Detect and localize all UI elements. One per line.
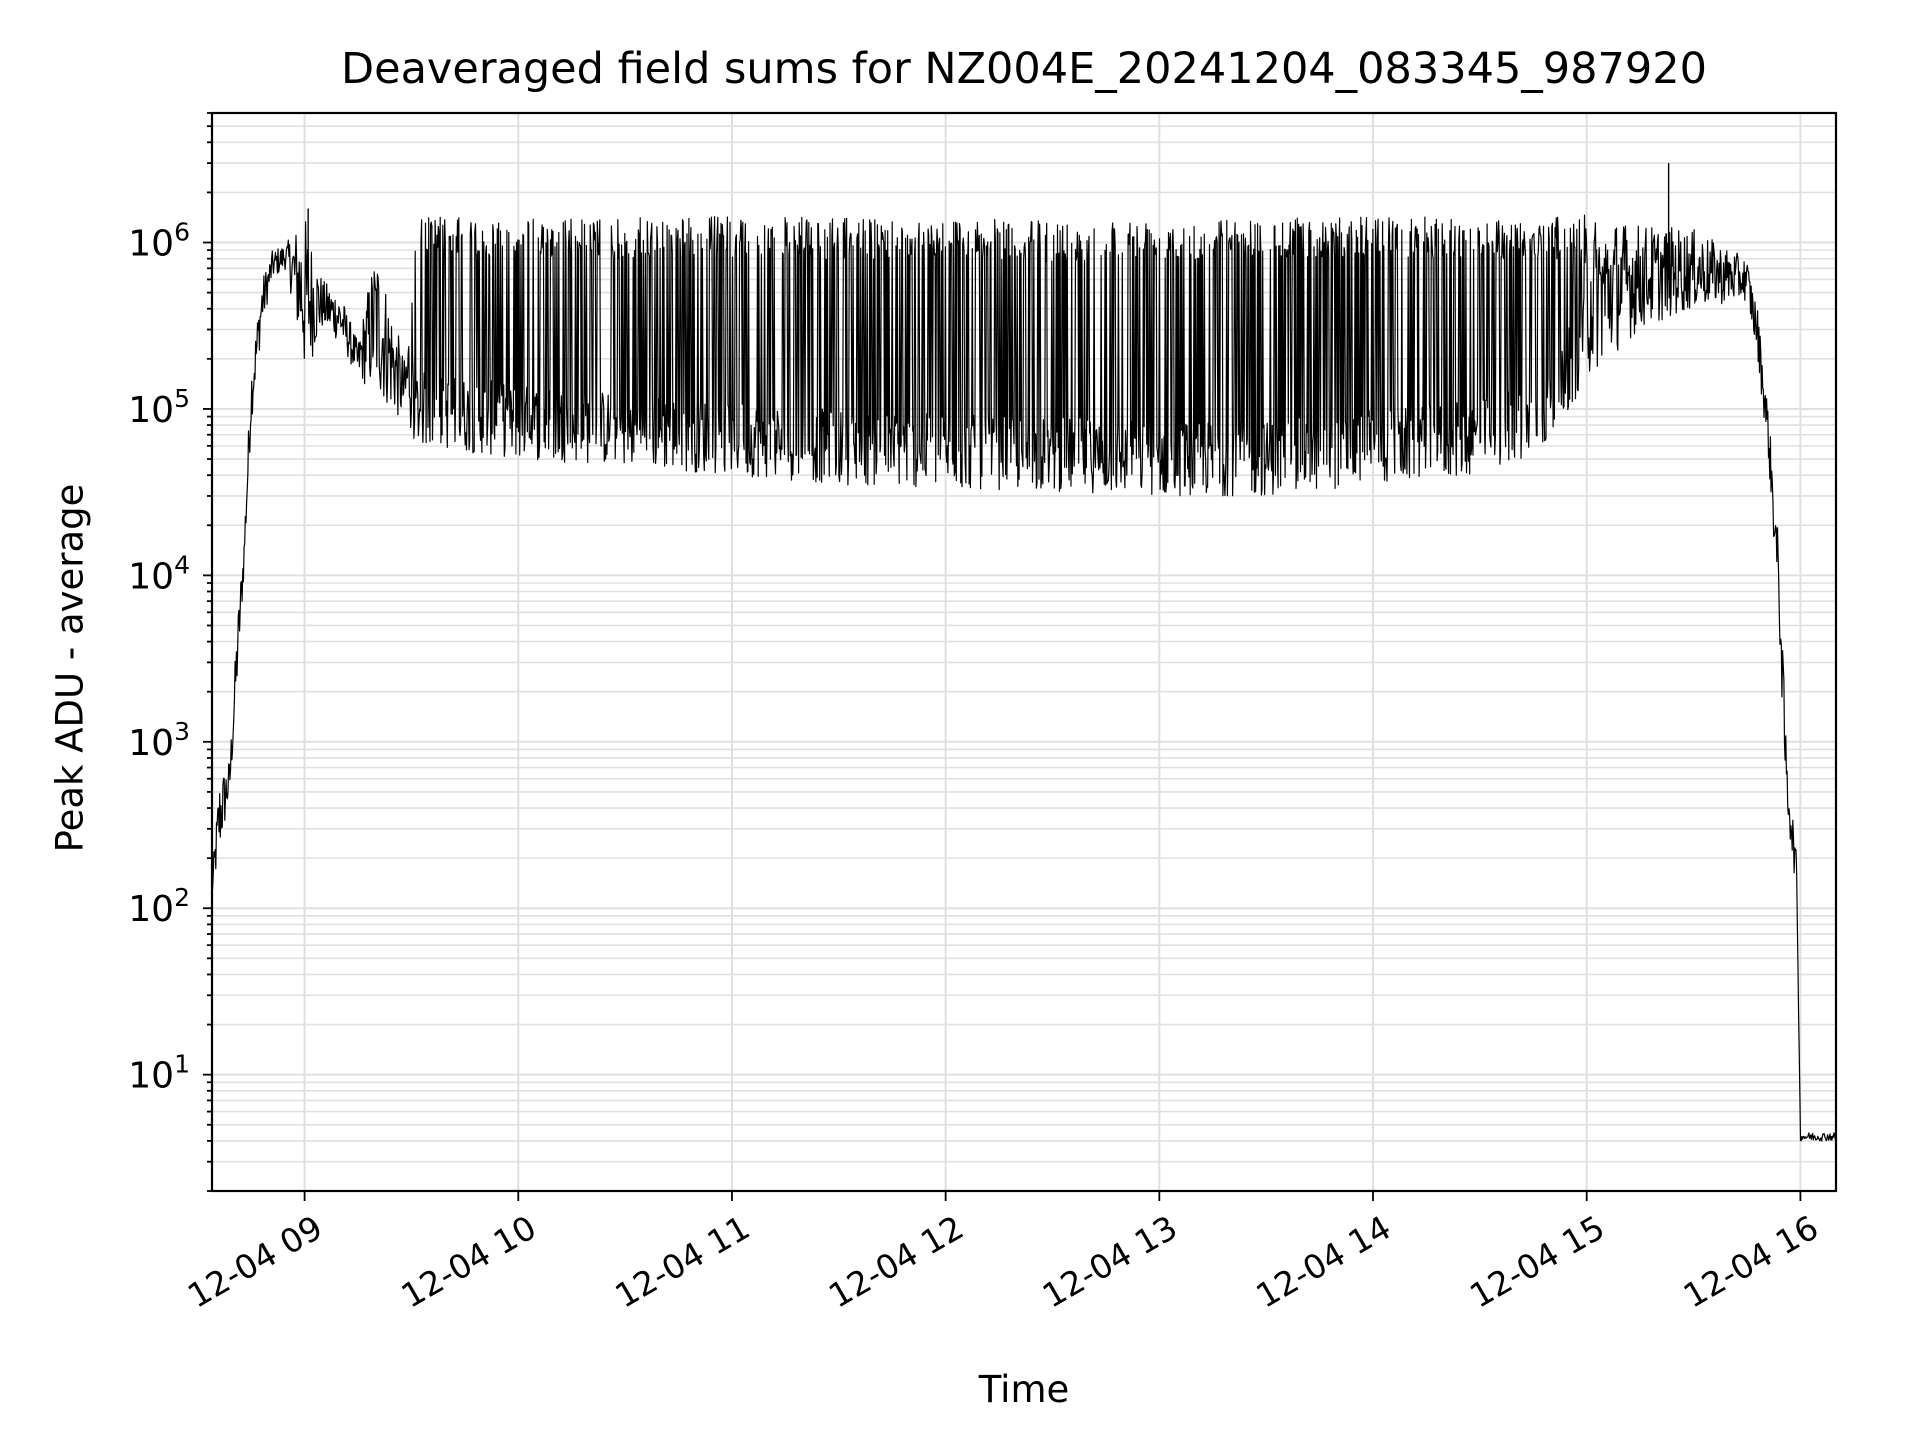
y-tick-label: 104 [128, 550, 190, 597]
y-tick-label: 101 [128, 1050, 190, 1097]
x-tick-label: 12-04 13 [1036, 1208, 1184, 1316]
y-tick-label-base: 10 [128, 1056, 174, 1097]
x-tick-label: 12-04 15 [1463, 1208, 1611, 1316]
y-tick-label-exponent: 1 [174, 1050, 190, 1079]
y-tick-label-exponent: 2 [174, 883, 190, 912]
y-tick-label-exponent: 6 [174, 218, 190, 247]
y-tick-label-base: 10 [128, 889, 174, 930]
y-tick-label: 105 [128, 384, 190, 431]
x-tick-label: 12-04 16 [1677, 1208, 1825, 1316]
x-tick-label: 12-04 14 [1249, 1208, 1397, 1316]
y-tick-label: 103 [128, 717, 190, 764]
plot-frame [210, 111, 1838, 1193]
y-tick-label-base: 10 [128, 556, 174, 597]
y-tick-label-exponent: 5 [174, 384, 190, 413]
x-axis-label: Time [978, 1368, 1070, 1411]
x-tick-label: 12-04 12 [822, 1208, 970, 1316]
chart-title: Deaveraged field sums for NZ004E_2024120… [341, 44, 1707, 94]
series-line [211, 163, 1837, 1142]
x-tick-label: 12-04 10 [395, 1208, 543, 1316]
y-axis-label: Peak ADU - average [48, 483, 92, 853]
x-tick-label: 12-04 11 [608, 1208, 756, 1316]
y-tick-label: 102 [128, 883, 190, 930]
y-tick-label: 106 [128, 218, 190, 265]
y-tick-label-base: 10 [128, 390, 174, 431]
y-tick-label-base: 10 [128, 723, 174, 764]
y-tick-label-exponent: 3 [174, 717, 190, 746]
x-tick-label: 12-04 09 [181, 1208, 329, 1316]
y-tick-label-base: 10 [128, 224, 174, 265]
series-polyline [211, 214, 1837, 1142]
y-tick-label-exponent: 4 [174, 550, 190, 579]
